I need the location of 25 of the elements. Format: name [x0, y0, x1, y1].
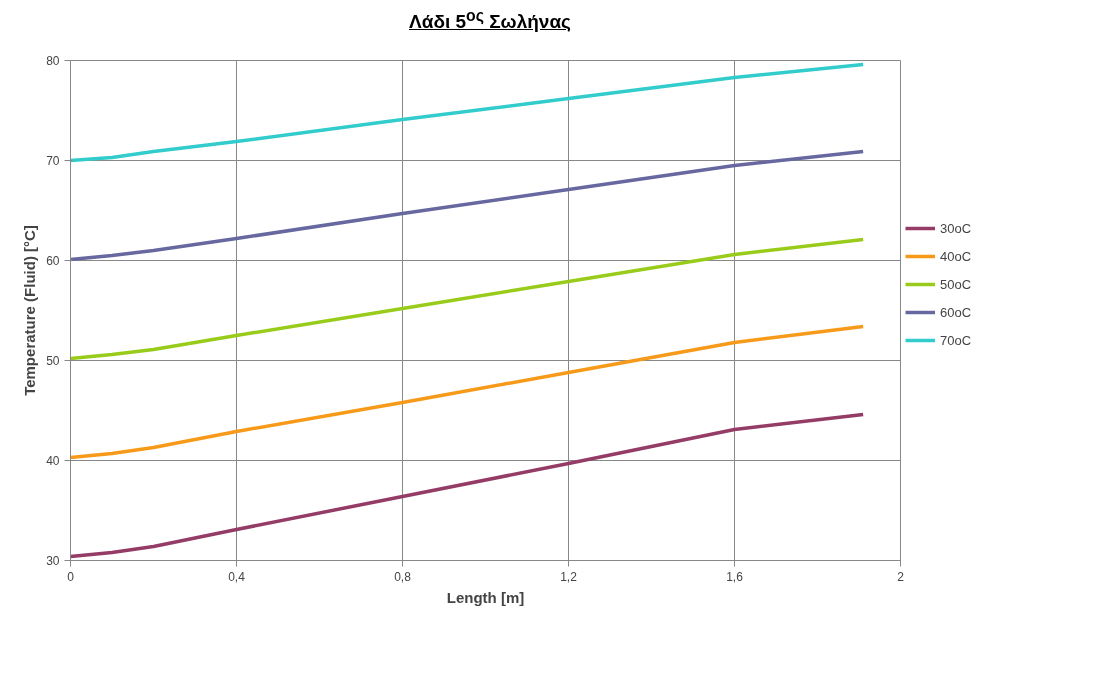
y-tick-label: 60 — [46, 254, 60, 268]
line-series — [70, 149, 865, 262]
y-axis-title: Temperature (Fluid) [°C] — [21, 225, 39, 396]
y-tick-label: 70 — [46, 154, 60, 168]
chart-title: Λάδι 5$^{ος}$ Σωλήνας — [408, 6, 572, 35]
line-series — [70, 412, 865, 559]
legend-label: 50oC — [940, 276, 972, 292]
legend-label: 30oC — [940, 220, 972, 236]
y-tick-label: 50 — [46, 354, 60, 368]
x-axis-title: Length [m] — [446, 588, 525, 606]
y-tick-label: 40 — [46, 454, 60, 468]
x-tick-label: 1,6 — [726, 569, 744, 584]
line-series — [70, 324, 865, 460]
x-tick-label: 0,8 — [394, 569, 412, 584]
x-tick-label: 0,4 — [228, 569, 246, 584]
x-tick-label: 0 — [67, 569, 75, 584]
y-tick-label: 30 — [46, 554, 60, 568]
legend-label: 70oC — [940, 332, 972, 348]
y-tick-label: 80 — [46, 54, 60, 68]
x-tick-label: 2 — [897, 569, 905, 584]
line-series — [70, 237, 865, 361]
legend-label: 60oC — [940, 304, 972, 320]
line-series — [70, 62, 865, 163]
x-tick-label: 1,2 — [560, 569, 578, 584]
legend-label: 40oC — [940, 248, 972, 264]
